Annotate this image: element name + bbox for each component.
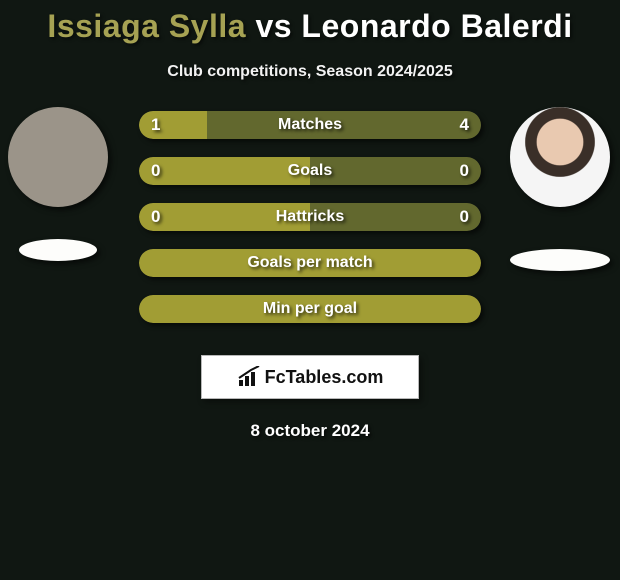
stat-bar: Min per goal <box>139 295 481 323</box>
stat-bar: Goals per match <box>139 249 481 277</box>
stats-area: 14Matches 00Goals 00Hattricks Goals per mat… <box>0 111 620 323</box>
title-vs: vs <box>255 8 292 44</box>
date-label: 8 october 2024 <box>0 421 620 441</box>
brand-text: FcTables.com <box>265 367 384 388</box>
stat-bar: 00Hattricks <box>139 203 481 231</box>
stat-bars: 14Matches 00Goals 00Hattricks Goals per mat… <box>139 111 481 323</box>
brand-chart-icon <box>237 366 261 388</box>
stat-label: Hattricks <box>139 203 481 231</box>
stat-label: Min per goal <box>139 295 481 323</box>
page-title: Issiaga Sylla vs Leonardo Balerdi <box>0 0 620 45</box>
player2-column <box>504 107 616 271</box>
player1-badge <box>19 239 97 261</box>
stat-label: Goals per match <box>139 249 481 277</box>
stat-label: Matches <box>139 111 481 139</box>
title-player1: Issiaga Sylla <box>47 8 246 44</box>
stat-bar: 14Matches <box>139 111 481 139</box>
brand-box: FcTables.com <box>201 355 419 399</box>
player2-badge <box>510 249 610 271</box>
title-player2: Leonardo Balerdi <box>301 8 572 44</box>
stat-label: Goals <box>139 157 481 185</box>
player1-column <box>2 107 114 261</box>
subtitle: Club competitions, Season 2024/2025 <box>0 63 620 81</box>
stat-bar: 00Goals <box>139 157 481 185</box>
player1-avatar <box>8 107 108 207</box>
player2-avatar <box>510 107 610 207</box>
